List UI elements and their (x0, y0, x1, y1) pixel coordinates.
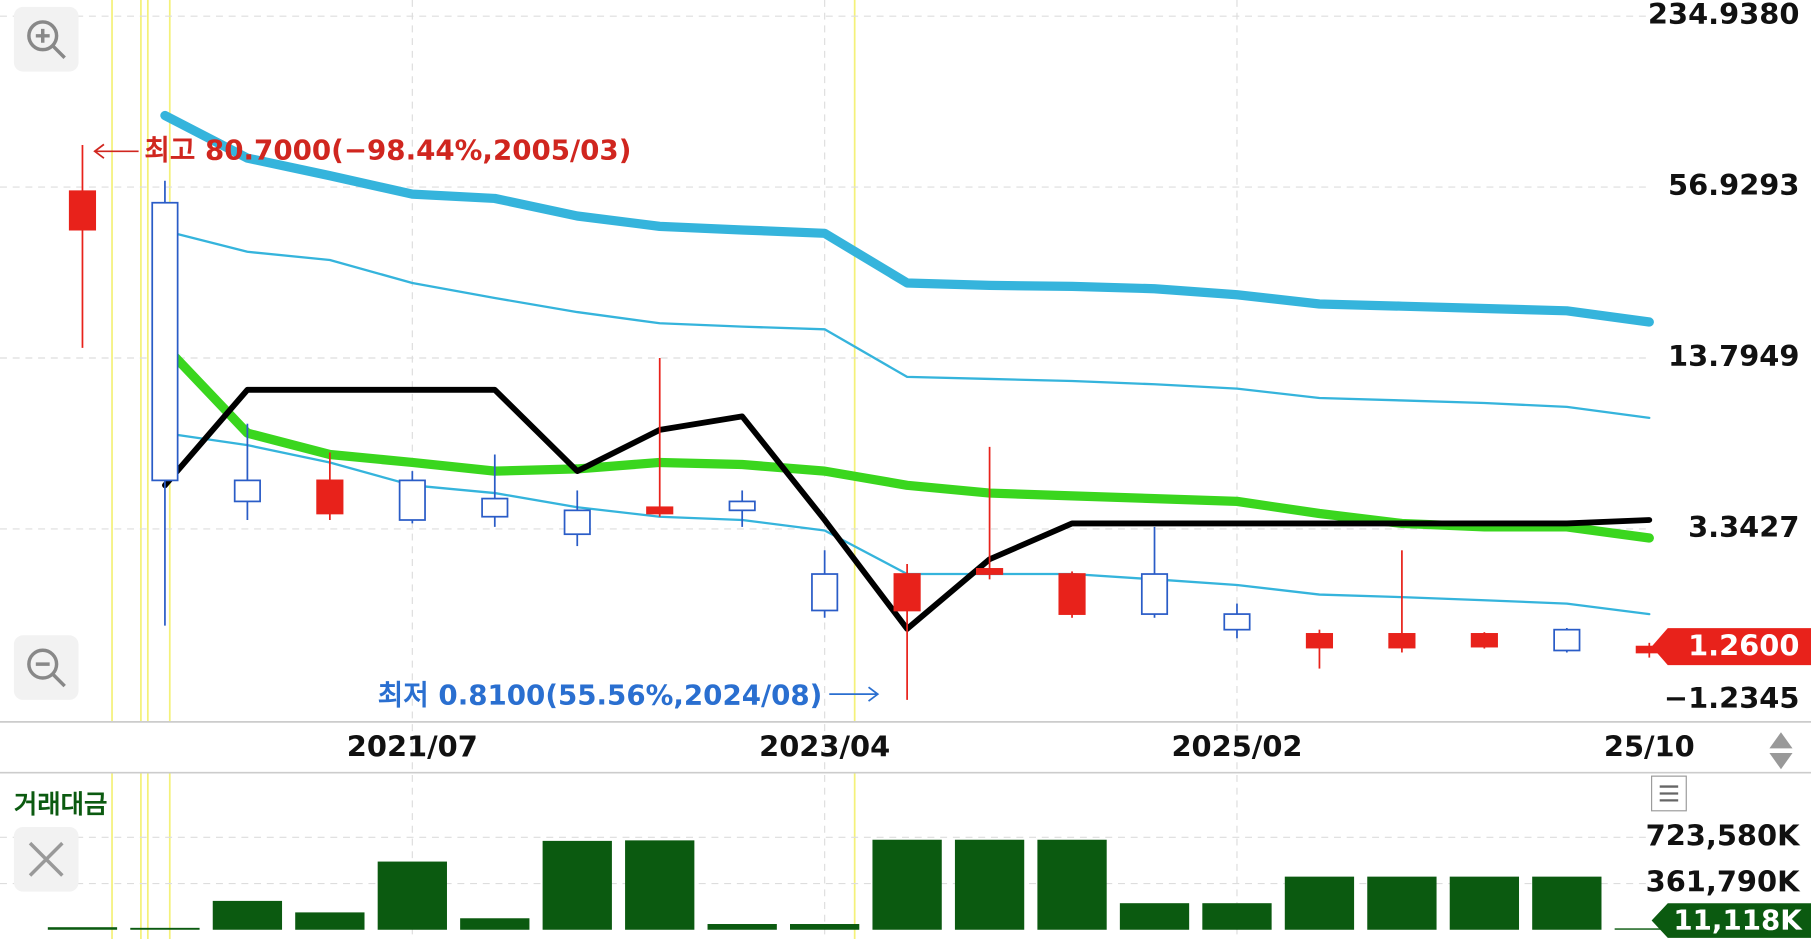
y-tick-label: 234.9380 (1648, 0, 1800, 31)
candle-body (563, 509, 591, 536)
arrow (93, 143, 139, 159)
bar (460, 918, 530, 930)
x-tick-label: 2023/04 (759, 729, 890, 763)
line-series (163, 229, 1651, 420)
candle-body (481, 497, 509, 518)
candle-body (646, 506, 674, 515)
bar (1449, 876, 1520, 930)
y-tick-label: 13.7949 (1668, 339, 1799, 373)
labels: 234.9380 56.9293 13.7949 3.3427 2021/07 2023/… (347, 0, 1811, 938)
bar (1037, 839, 1107, 930)
candle-body (811, 573, 839, 612)
current-badge (1651, 628, 1811, 666)
candle-body (1058, 573, 1086, 615)
bar (1284, 876, 1355, 930)
bar (542, 840, 612, 930)
candle-body (1305, 633, 1334, 649)
bar (377, 861, 447, 930)
candle-body (1553, 628, 1581, 652)
panel-title: 거래대금 (14, 789, 107, 819)
candle-body (68, 190, 97, 231)
high-annotation: 최고 80.7000(−98.44%,2005/03) (144, 133, 631, 166)
y-tick-label: 56.9293 (1668, 168, 1799, 202)
x-tick-label: 2021/07 (347, 729, 478, 763)
bar (1614, 928, 1684, 930)
candle-body (151, 201, 179, 482)
candle-body (1140, 573, 1169, 615)
bar (954, 839, 1025, 930)
x-tick-label: 2025/02 (1171, 729, 1302, 763)
bar (625, 840, 695, 930)
menu-button[interactable] (1651, 775, 1687, 812)
current-label: 1.2600 (1688, 629, 1799, 663)
candle-body (1388, 633, 1416, 649)
bar (1367, 876, 1437, 930)
bar (872, 839, 942, 930)
plot (47, 110, 1684, 930)
bar (212, 900, 283, 930)
arrow (829, 686, 880, 702)
y-tick-label: 361,790K (1646, 865, 1801, 899)
zoom-out[interactable] (13, 635, 79, 700)
zoom-in[interactable] (13, 6, 79, 72)
bar (1532, 876, 1602, 930)
candle-body (893, 573, 921, 612)
candle-body (233, 479, 261, 503)
x-axis-band (0, 721, 1811, 773)
candle-body (1223, 613, 1251, 631)
current-label: 11,118K (1673, 904, 1803, 937)
candle-body (1470, 633, 1498, 648)
x-tick-label: 25/10 (1604, 729, 1695, 763)
scroll-arrows[interactable] (1769, 732, 1793, 770)
y-bottom-label: −1.2345 (1664, 681, 1800, 715)
current-badge (1651, 903, 1811, 938)
close-button[interactable] (13, 826, 79, 892)
bar (1202, 903, 1272, 930)
candle-body (976, 568, 1004, 575)
bar (47, 927, 118, 930)
bar (790, 924, 860, 930)
y-tick-label: 3.3427 (1688, 510, 1799, 544)
low-annotation: 최저 0.8100(55.56%,2024/08) (378, 678, 823, 711)
bar (130, 927, 200, 930)
bar (295, 912, 365, 930)
candle-body (728, 500, 756, 512)
bar (707, 924, 777, 930)
y-tick-label: 723,580K (1646, 818, 1801, 852)
bar (1119, 903, 1190, 930)
candle-body (316, 479, 344, 515)
candle-body (398, 479, 426, 521)
line-series (160, 110, 1654, 327)
